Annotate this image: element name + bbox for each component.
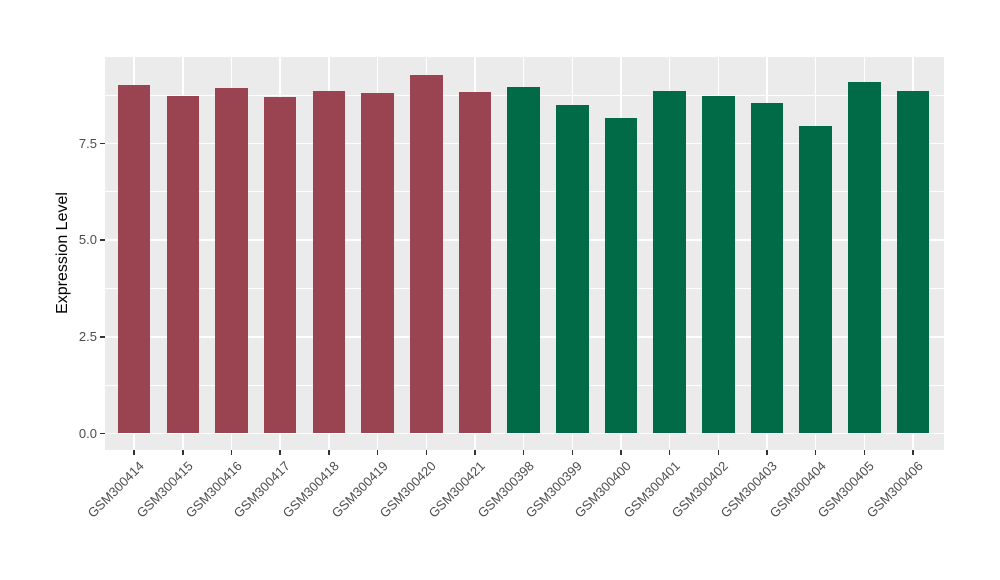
x-tick-label: GSM300406 — [863, 458, 926, 521]
x-tick-mark — [328, 450, 330, 455]
bar — [215, 88, 248, 434]
bar — [604, 118, 638, 434]
x-tick-mark — [230, 450, 233, 455]
plot-panel — [105, 57, 944, 450]
bar — [750, 102, 784, 434]
bar — [848, 81, 881, 434]
bar — [166, 95, 200, 434]
x-tick-mark — [668, 450, 671, 455]
bar — [117, 85, 151, 434]
x-tick-mark — [620, 450, 622, 455]
y-tick-mark — [100, 432, 105, 435]
x-tick-mark — [133, 450, 135, 455]
y-tick-label: 2.5 — [78, 328, 97, 344]
x-tick-mark — [571, 450, 574, 455]
y-tick-label: 0.0 — [78, 425, 97, 441]
x-tick-mark — [376, 450, 379, 455]
y-tick-label: 5.0 — [78, 232, 97, 248]
y-tick-mark — [100, 336, 105, 338]
bar — [653, 90, 686, 434]
bar — [410, 75, 443, 434]
x-tick-mark — [766, 450, 768, 455]
bar — [556, 104, 589, 434]
y-tick-mark — [100, 239, 105, 241]
bar — [896, 90, 930, 434]
x-tick-mark — [912, 450, 914, 455]
y-tick-mark — [100, 142, 105, 145]
x-tick-mark — [182, 450, 184, 455]
x-tick-mark — [474, 450, 476, 455]
y-tick-label: 7.5 — [78, 135, 97, 151]
bar — [702, 95, 735, 434]
bar — [312, 90, 346, 434]
x-tick-mark — [863, 450, 866, 455]
bar — [507, 86, 540, 434]
x-tick-mark — [717, 450, 720, 455]
x-tick-mark — [814, 450, 817, 455]
x-tick-mark — [425, 450, 427, 455]
gridline-major-horizontal — [105, 432, 944, 435]
x-tick-mark — [522, 450, 525, 455]
bar — [263, 97, 297, 434]
bar — [361, 93, 394, 434]
bar — [458, 91, 492, 434]
bar — [799, 126, 832, 434]
x-tick-mark — [279, 450, 281, 455]
